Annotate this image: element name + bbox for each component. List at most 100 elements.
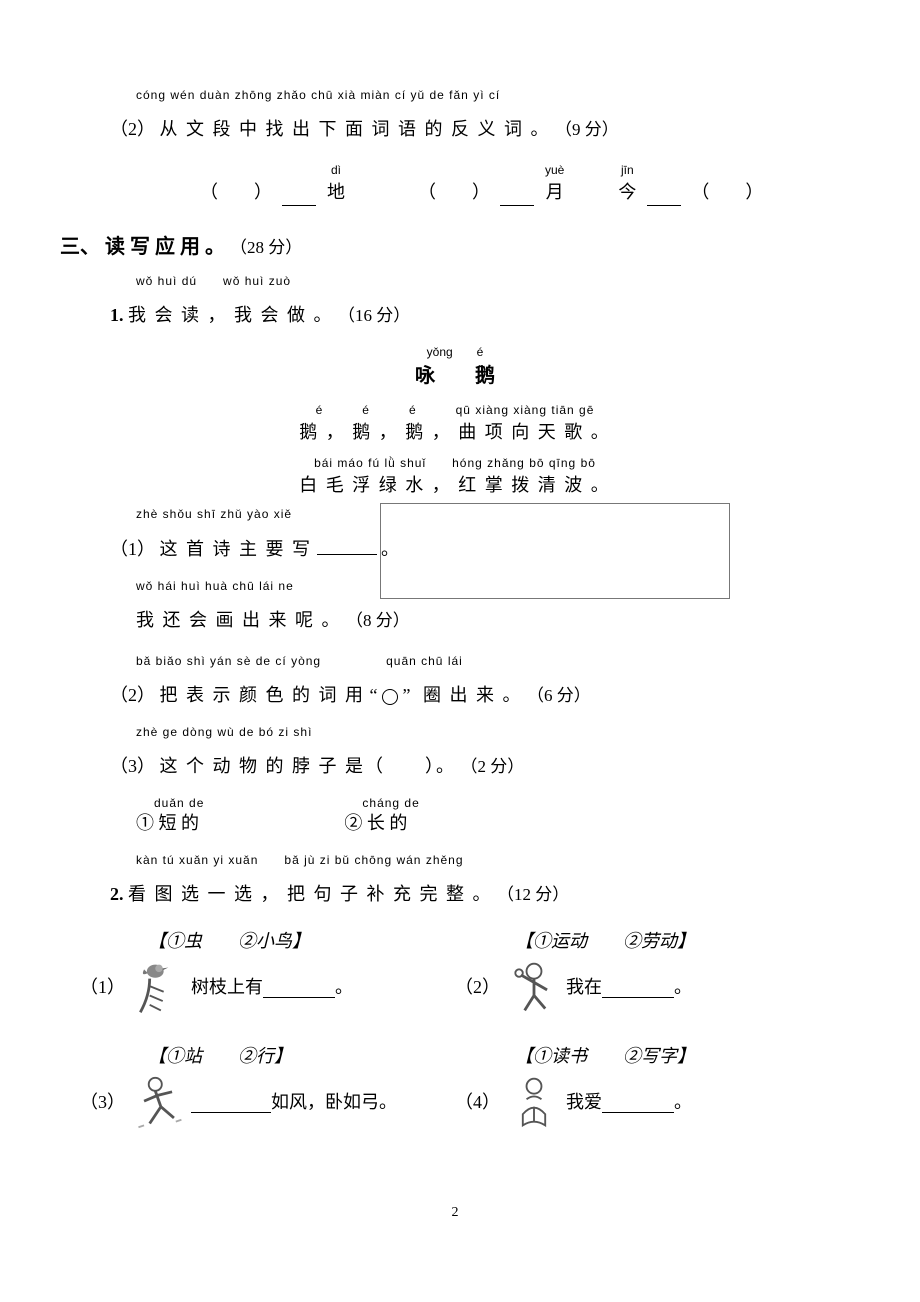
txt: 这 个 动 物 的 脖 子 是（ ）。	[160, 756, 457, 776]
bird-on-branch-icon	[131, 957, 187, 1019]
score: （8 分）	[346, 611, 410, 630]
pinyin-text: bǎ biǎo shì yán sè de cí yòng quān chū l…	[136, 652, 830, 670]
poem-line2-ch: 白 毛 浮 绿 水 ， 红 掌 拨 清 波 。	[299, 475, 611, 495]
ex-3-opts: 【①站 ②行】	[80, 1043, 455, 1070]
q2-2-pinyin: cóng wén duàn zhōng zhǎo chū xià miàn cí…	[80, 86, 830, 104]
sentence-a: 我在	[566, 974, 602, 1001]
q3-1-3-opts: duǎn de ① 短 的 cháng de ② 长 的	[80, 794, 830, 837]
section-text: 读 写 应 用 。	[105, 236, 225, 258]
circle-icon	[382, 689, 398, 705]
txt-a: 把 表 示 颜 色 的 词 用	[160, 685, 366, 705]
pinyin-text: kàn tú xuǎn yi xuǎn bǎ jù zi bǔ chōng wá…	[136, 851, 830, 869]
q3-2-line: 2. 看 图 选 一 选 ， 把 句 子 补 充 完 整 。 （12 分）	[80, 881, 830, 908]
quote: ”	[403, 685, 411, 705]
poem-title-ruby: yǒng é 咏 鹅	[415, 343, 495, 391]
ex-4: 【①读书 ②写字】 （4） 我爱 。	[455, 1037, 830, 1152]
txt: 这 首 诗 主 要 写	[160, 539, 313, 559]
pinyin-text: cóng wén duàn zhōng zhǎo chū xià miàn cí…	[136, 86, 830, 104]
poem-block: yǒng é 咏 鹅 é é é qū xiàng xiàng tiān gē …	[80, 343, 830, 499]
poem-line-2: bái máo fú lǜ shuǐ hóng zhǎng bō qīng bō…	[80, 454, 830, 499]
q3-1-pinyin: wǒ huì dú wǒ huì zuò	[80, 272, 830, 290]
ch: 短 的	[159, 813, 200, 833]
q3-1-score: （16 分）	[338, 306, 410, 325]
score: （12 分）	[497, 885, 569, 904]
q3-1-3-line: （3） 这 个 动 物 的 脖 子 是（ ）。 （2 分）	[80, 753, 830, 780]
score: （2 分）	[461, 757, 525, 776]
ex-2: 【①运动 ②劳动】 （2） 我在 。	[455, 922, 830, 1037]
dash-icon	[282, 205, 316, 206]
ex-num: （4）	[455, 1089, 500, 1116]
page-number: 2	[80, 1202, 830, 1223]
fill-blank[interactable]	[602, 978, 674, 998]
num: （2）	[110, 685, 155, 705]
ex-num: （1）	[80, 974, 125, 1001]
py: yǒng é	[415, 343, 495, 361]
poem-line-1: é é é qū xiàng xiàng tiān gē 鹅 ， 鹅 ， 鹅 ，…	[80, 401, 830, 446]
ex-1: 【①虫 ②小鸟】 （1） 树枝上有 。	[80, 922, 455, 1037]
exercise-grid: 【①虫 ②小鸟】 （1） 树枝上有 。 【①运动 ②劳动】 （2）	[80, 922, 830, 1152]
ex-1-opts: 【①虫 ②小鸟】	[80, 928, 455, 955]
section-score: （28 分）	[230, 238, 302, 257]
q3-1-1-wrap: zhè shǒu shī zhǔ yào xiě （1） 这 首 诗 主 要 写…	[80, 505, 830, 634]
sentence-b: 。	[674, 974, 692, 1001]
fill-blank[interactable]	[191, 1093, 271, 1113]
py: duǎn de	[154, 794, 204, 812]
q2-2-number: （2）	[110, 119, 155, 139]
q3-1-2-py: bǎ biǎo shì yán sè de cí yòng quān chū l…	[80, 652, 830, 670]
ex-4-row: （4） 我爱 。	[455, 1072, 830, 1134]
txt: 看 图 选 一 选 ， 把 句 子 补 充 完 整 。	[128, 884, 493, 904]
opt1[interactable]: duǎn de ① 短 的	[136, 794, 204, 837]
q3-1-2-line: （2） 把 表 示 颜 色 的 词 用 “ ” 圈 出 来 。 （6 分）	[80, 682, 830, 709]
q3-1-1-line2: 我 还 会 画 出 来 呢 。 （8 分）	[80, 607, 830, 634]
py: yuè	[545, 161, 564, 179]
child-reading-icon	[506, 1072, 562, 1134]
paren-blank[interactable]: （ ）	[691, 179, 763, 206]
sentence-a: 树枝上有	[191, 974, 263, 1001]
num: （1）	[110, 539, 155, 559]
paren-blank[interactable]: （ ）	[200, 179, 272, 206]
circled-two: ②	[344, 813, 362, 833]
pinyin-text: wǒ huì dú wǒ huì zuò	[136, 272, 830, 290]
py: cháng de	[362, 794, 419, 812]
section-label: 三、	[60, 236, 100, 258]
pinyin-text: zhè ge dòng wù de bó zi shì	[136, 723, 830, 741]
opt2[interactable]: cháng de ② 长 的	[344, 794, 419, 837]
fill-blank[interactable]	[602, 1093, 674, 1113]
poem-line1-py: é é é qū xiàng xiàng tiān gē	[80, 401, 830, 419]
dash-icon	[500, 205, 534, 206]
sentence-b: 。	[674, 1089, 692, 1116]
ruby-jin: jīn 今	[618, 161, 636, 206]
q2-2-text: 从 文 段 中 找 出 下 面 词 语 的 反 义 词 。	[160, 119, 551, 139]
ex-1-row: （1） 树枝上有 。	[80, 957, 455, 1019]
ruby-di: dì 地	[327, 161, 345, 206]
ch: 咏 鹅	[415, 361, 495, 391]
drawing-box[interactable]	[380, 503, 730, 599]
fill-blank[interactable]	[263, 978, 335, 998]
ex-3: 【①站 ②行】 （3） 如风，卧如弓。	[80, 1037, 455, 1152]
child-exercising-icon	[506, 957, 562, 1019]
q3-1-text: 我 会 读 ， 我 会 做 。	[128, 305, 334, 325]
q2-2-line: （2） 从 文 段 中 找 出 下 面 词 语 的 反 义 词 。 （9 分）	[80, 116, 830, 143]
section-3-title: 三、 读 写 应 用 。 （28 分）	[60, 232, 830, 262]
sentence-b: 如风，卧如弓。	[271, 1089, 397, 1116]
antonym-row: （ ） dì 地 （ ） yuè 月 jīn 今 （ ）	[80, 161, 830, 206]
ch: 地	[327, 179, 345, 206]
sentence-b: 。	[335, 974, 353, 1001]
dash-icon	[647, 205, 681, 206]
circled-one: ①	[136, 813, 154, 833]
ruby-yue: yuè 月	[545, 161, 564, 206]
score: （6 分）	[527, 686, 591, 705]
num: （3）	[110, 756, 155, 776]
q3-1-3-py: zhè ge dòng wù de bó zi shì	[80, 723, 830, 741]
num: 2.	[110, 884, 124, 904]
q3-2-py: kàn tú xuǎn yi xuǎn bǎ jù zi bǔ chōng wá…	[80, 851, 830, 869]
ex-2-opts: 【①运动 ②劳动】	[455, 928, 830, 955]
paren-blank[interactable]: （ ）	[418, 179, 490, 206]
fill-blank[interactable]	[317, 535, 377, 555]
poem-line1-ch: 鹅 ， 鹅 ， 鹅 ， 曲 项 向 天 歌 。	[299, 422, 611, 442]
py: jīn	[618, 161, 636, 179]
ex-3-row: （3） 如风，卧如弓。	[80, 1072, 455, 1134]
child-running-icon	[131, 1072, 187, 1134]
txt-b: 圈 出 来 。	[423, 685, 523, 705]
q3-1-number: 1.	[110, 305, 124, 325]
